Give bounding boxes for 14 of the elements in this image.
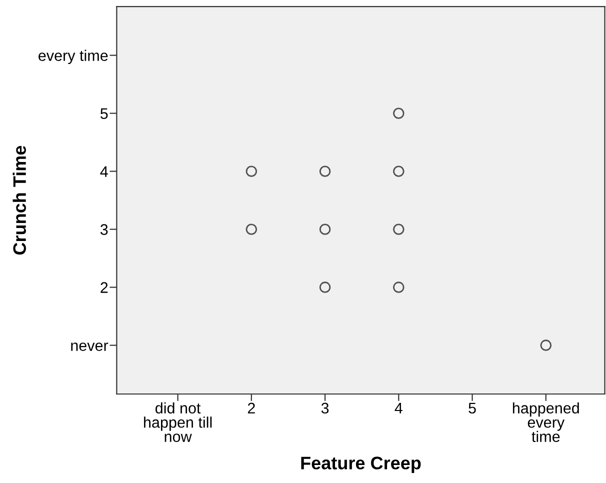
y-tick-label: 2 (100, 282, 108, 293)
x-tick-label: 2 (248, 402, 255, 414)
x-tick-label: 3 (321, 402, 329, 414)
x-axis-title: Feature Creep (301, 456, 421, 473)
y-tick-label: every time (38, 50, 108, 64)
x-tick-label: happened every time (512, 402, 579, 442)
x-tick-label: 5 (468, 402, 476, 414)
y-axis-title: Crunch Time (12, 146, 26, 255)
x-tick-label: did not happen till now (144, 402, 212, 442)
x-tick-label: 4 (394, 402, 402, 414)
y-tick-label: 3 (100, 224, 108, 235)
y-tick-label: 5 (100, 108, 108, 119)
y-tick-label: 4 (100, 166, 108, 177)
y-tick-label: never (71, 342, 108, 351)
